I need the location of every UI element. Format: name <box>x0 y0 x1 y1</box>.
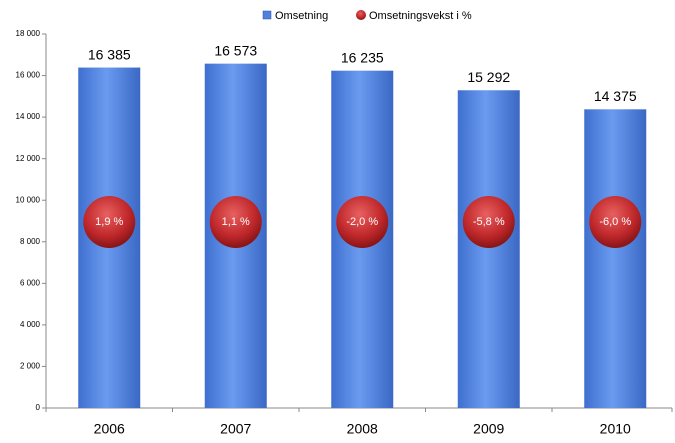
y-tick-label: 10 000 <box>16 195 41 204</box>
growth-marker <box>462 196 515 248</box>
legend-swatch <box>262 10 272 20</box>
growth-marker <box>209 196 262 248</box>
growth-label: -2,0 % <box>346 216 378 228</box>
x-tick-label: 2009 <box>473 421 504 437</box>
x-tick-label: 2006 <box>94 421 125 437</box>
y-tick-label: 12 000 <box>16 154 41 163</box>
growth-label: 1,1 % <box>222 216 250 228</box>
y-tick-label: 4 000 <box>20 320 41 329</box>
growth-label: -5,8 % <box>473 216 505 228</box>
bar-value-label: 15 292 <box>467 69 510 85</box>
growth-label: -6,0 % <box>599 216 631 228</box>
y-tick-label: 14 000 <box>16 112 41 121</box>
y-tick-label: 2 000 <box>20 362 41 371</box>
y-tick-label: 8 000 <box>20 237 41 246</box>
growth-label: 1,9 % <box>95 216 123 228</box>
y-tick-label: 16 000 <box>16 71 41 80</box>
bar-value-label: 16 573 <box>214 42 257 58</box>
bar-value-label: 16 385 <box>88 46 131 62</box>
legend-label: Omsetningsvekst i % <box>369 10 472 22</box>
bar-value-label: 16 235 <box>341 49 384 65</box>
x-tick-label: 2008 <box>347 421 378 437</box>
bar <box>457 90 520 408</box>
bar-value-label: 14 375 <box>594 88 637 104</box>
x-tick-label: 2010 <box>600 421 631 437</box>
y-tick-label: 6 000 <box>20 278 41 287</box>
legend-swatch <box>356 10 366 20</box>
legend-label: Omsetning <box>275 10 328 22</box>
growth-marker <box>336 196 389 248</box>
y-tick-label: 0 <box>36 403 41 412</box>
growth-marker <box>83 196 136 248</box>
y-tick-label: 18 000 <box>16 29 41 38</box>
growth-marker <box>589 196 642 248</box>
x-tick-label: 2007 <box>220 421 251 437</box>
bar <box>584 109 647 408</box>
